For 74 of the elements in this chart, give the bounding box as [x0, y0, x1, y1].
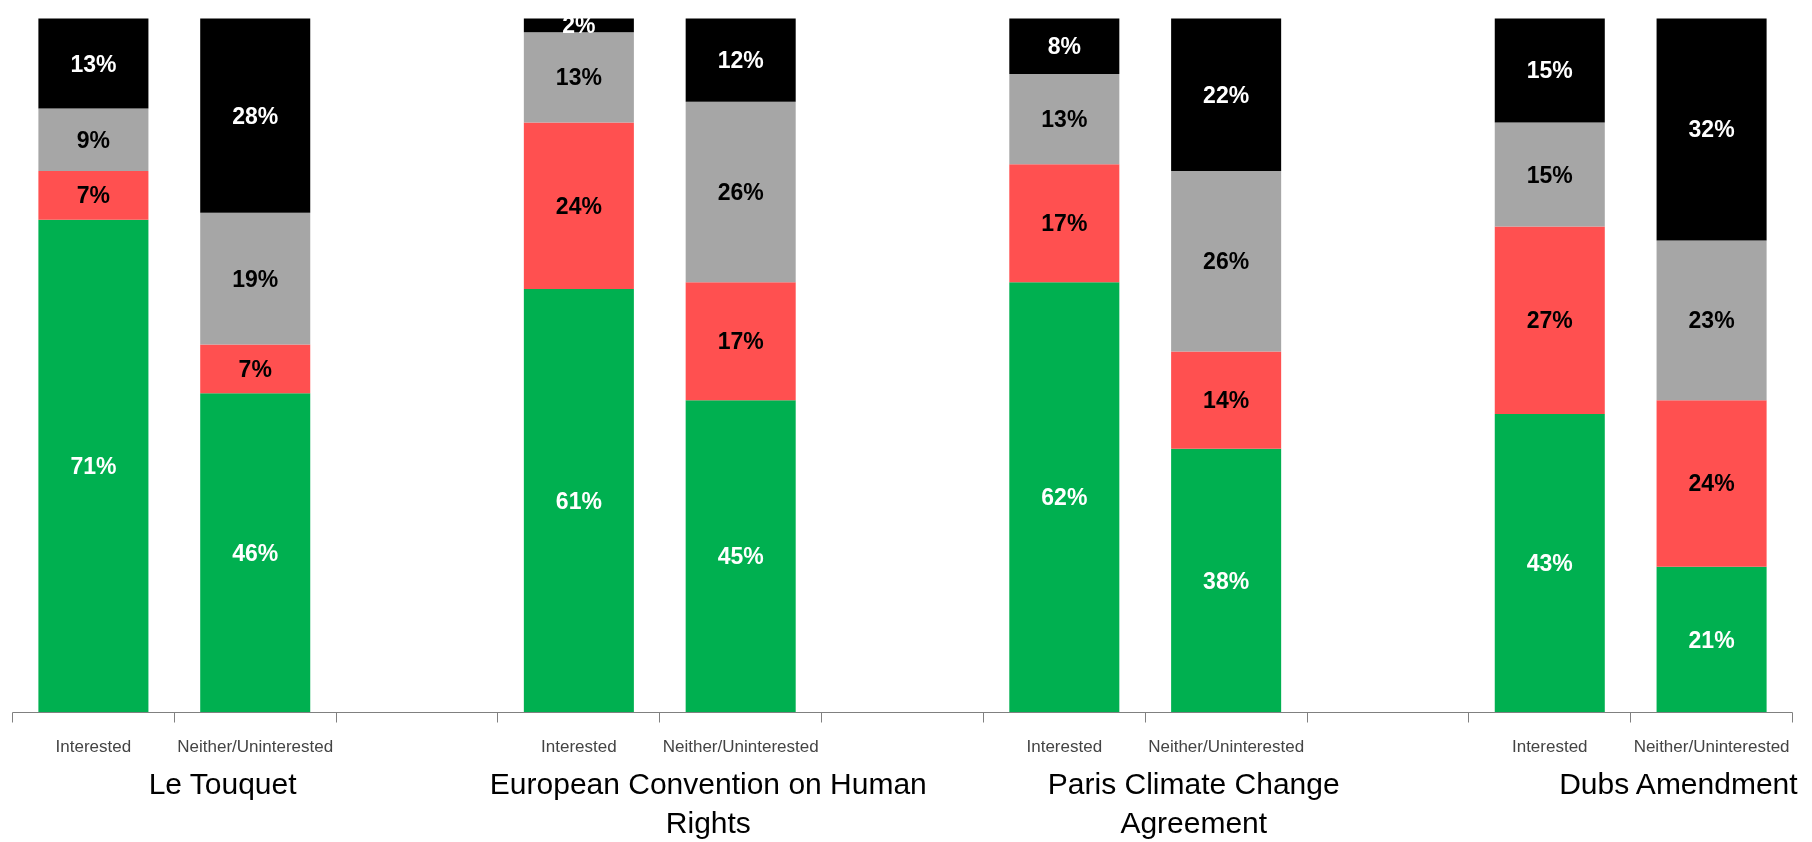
text: Paris Climate Change Agreement [1047, 766, 1340, 840]
x-tick-label: Neither/Uninterested [1633, 736, 1790, 756]
bar [523, 122, 634, 290]
data-label: 38% [1203, 567, 1250, 594]
bar [1009, 18, 1120, 74]
text: European Convention on Human Rights [489, 766, 927, 840]
x-tick-label: Neither/Uninterested [177, 736, 334, 756]
data-label: 22% [1203, 81, 1250, 108]
data-label: 17% [1041, 210, 1088, 237]
bar [1009, 73, 1120, 165]
data-label: 13% [555, 64, 602, 91]
data-label: 23% [1688, 307, 1735, 334]
data-label: 61% [555, 487, 602, 514]
data-label: 13% [70, 50, 117, 77]
bar [1494, 226, 1605, 415]
bar [1171, 351, 1282, 449]
bar [200, 212, 311, 345]
bar [200, 393, 311, 713]
data-label: 45% [717, 543, 764, 570]
x-tick-label: Interested [1511, 736, 1588, 756]
bar [1171, 18, 1282, 172]
data-label: 43% [1526, 550, 1573, 577]
bar [200, 18, 311, 213]
data-label: 28% [232, 102, 279, 129]
bar [685, 101, 796, 283]
bar [200, 344, 311, 394]
x-tick-label: Interested [541, 736, 617, 756]
data-label: 9% [76, 126, 111, 153]
data-label: 26% [1203, 248, 1250, 275]
bar [1171, 448, 1282, 713]
data-label: 14% [1203, 387, 1250, 414]
data-label: 7% [76, 182, 111, 209]
data-label: 12% [717, 47, 764, 74]
text: Dubs Amendment [1559, 766, 1799, 800]
bar [1656, 18, 1767, 241]
data-label: 15% [1526, 57, 1573, 84]
x-tick-label: Neither/Uninterested [662, 736, 819, 756]
bar [1009, 164, 1120, 283]
bar [1494, 414, 1605, 713]
data-label: 46% [232, 539, 279, 566]
bar [523, 32, 634, 123]
data-label: 62% [1041, 484, 1088, 511]
data-label: 7% [238, 355, 272, 382]
data-label: 27% [1526, 307, 1573, 334]
data-label: 8% [1047, 33, 1081, 60]
data-label: 26% [717, 178, 764, 205]
text: Le Touquet [148, 766, 298, 800]
bar [38, 219, 149, 713]
bar [38, 171, 149, 220]
data-label: 32% [1688, 116, 1735, 143]
bar [1494, 122, 1605, 227]
data-label: 21% [1688, 626, 1735, 653]
bar [1171, 171, 1282, 352]
bar [685, 400, 796, 713]
data-label: 17% [717, 328, 764, 355]
data-label: 24% [1688, 470, 1735, 497]
x-tick-label: Interested [55, 736, 132, 756]
bar [685, 282, 796, 401]
data-label: 15% [1526, 161, 1573, 188]
bar [1656, 240, 1767, 401]
x-tick-label: Interested [1026, 736, 1103, 756]
bar [1656, 566, 1767, 713]
bar [685, 18, 796, 102]
bar [1656, 400, 1767, 567]
bar [1009, 282, 1120, 713]
x-tick-label: Neither/Uninterested [1148, 736, 1305, 756]
data-label: 71% [70, 453, 117, 480]
data-label: 24% [555, 192, 602, 219]
bar [1494, 18, 1605, 123]
data-label: 19% [232, 265, 279, 292]
bar [523, 289, 634, 713]
data-label: 13% [1041, 106, 1088, 133]
bar [38, 18, 149, 109]
bar [38, 108, 149, 172]
